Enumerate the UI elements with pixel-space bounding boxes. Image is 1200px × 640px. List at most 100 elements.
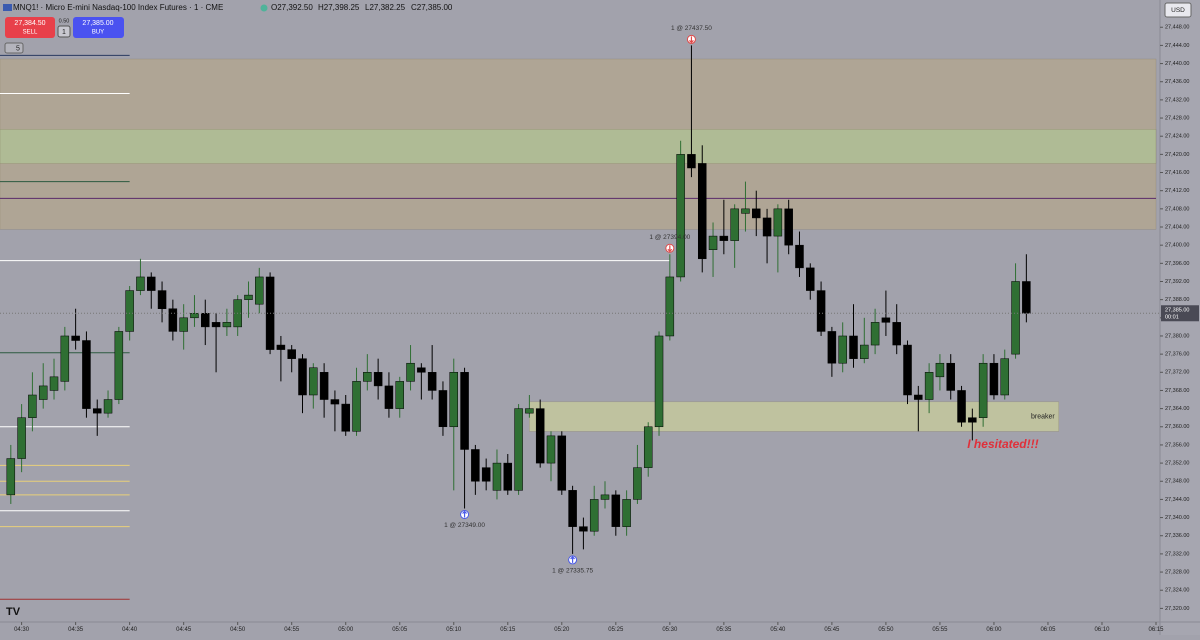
candle-body xyxy=(49,376,59,391)
zone xyxy=(0,129,1157,164)
y-tick-label: 27,432.00 xyxy=(1165,97,1189,103)
candle-body xyxy=(460,372,469,450)
candle-body xyxy=(546,435,556,464)
x-tick-label: 05:45 xyxy=(824,627,840,633)
candle-body xyxy=(924,372,934,400)
candle-body xyxy=(719,235,729,241)
x-tick-label: 05:00 xyxy=(338,627,354,633)
quantity[interactable]: 1 xyxy=(62,29,66,36)
candle-body xyxy=(752,208,761,219)
candle-body xyxy=(157,290,167,309)
sell-button[interactable]: 27,384.50 SELL xyxy=(5,17,55,38)
candle-body xyxy=(125,290,134,332)
y-tick-label: 27,340.00 xyxy=(1165,515,1189,521)
y-tick-label: 27,364.00 xyxy=(1165,406,1189,412)
x-tick-label: 05:30 xyxy=(662,627,678,633)
candle-body xyxy=(741,208,750,214)
candle-body xyxy=(17,417,26,459)
y-tick-label: 27,436.00 xyxy=(1165,79,1189,85)
y-tick-label: 27,332.00 xyxy=(1165,551,1189,557)
x-tick-label: 05:15 xyxy=(500,627,516,633)
candle-body xyxy=(838,335,847,364)
candle-body xyxy=(60,335,70,382)
candle-body xyxy=(71,335,80,341)
x-tick-label: 04:30 xyxy=(14,627,30,633)
candle-body xyxy=(211,322,221,328)
candle-body xyxy=(449,372,459,428)
sell-price[interactable]: 27,384.50 xyxy=(14,20,45,27)
candle-body xyxy=(935,362,945,378)
trade-arrow xyxy=(689,36,694,44)
candle-body xyxy=(114,331,124,400)
candle-body xyxy=(633,467,642,500)
candle-body xyxy=(989,362,999,396)
candle-body xyxy=(179,317,188,332)
buy-bg[interactable] xyxy=(73,17,124,38)
currency-button[interactable] xyxy=(1164,2,1192,18)
quantity-box[interactable] xyxy=(57,25,71,38)
flag-icon xyxy=(3,4,12,11)
sell-bg[interactable] xyxy=(5,17,55,38)
y-tick-label: 27,428.00 xyxy=(1165,115,1189,121)
candle-body xyxy=(697,163,707,260)
candle-body xyxy=(373,372,383,387)
interval-value[interactable]: 5 xyxy=(16,45,20,52)
y-tick-label: 27,356.00 xyxy=(1165,442,1189,448)
y-tick-label: 27,400.00 xyxy=(1165,243,1189,249)
header: MNQ1! · Micro E-mini Nasdaq-100 Index Fu… xyxy=(3,2,1192,618)
candle-body xyxy=(427,372,437,391)
candle-body xyxy=(352,381,361,432)
candle-body xyxy=(276,344,286,350)
candle-body xyxy=(600,494,610,500)
x-tick-label: 04:40 xyxy=(122,627,138,633)
buy-price[interactable]: 27,385.00 xyxy=(82,20,113,27)
candle-body xyxy=(978,362,988,418)
candle-body xyxy=(816,290,826,332)
currency[interactable]: USD xyxy=(1171,7,1185,14)
candle-body xyxy=(309,367,318,396)
y-tick-label: 27,404.00 xyxy=(1165,224,1189,230)
trade-arrow xyxy=(570,556,576,563)
trade-arrow xyxy=(667,245,673,253)
last-price-label: 27,385.00 xyxy=(1165,308,1189,314)
y-tick-label: 27,444.00 xyxy=(1165,43,1189,49)
trade-label: 1 @ 27349.00 xyxy=(444,522,485,529)
candle-body xyxy=(255,276,264,305)
candle-body xyxy=(914,394,923,400)
y-tick-label: 27,424.00 xyxy=(1165,134,1189,140)
logo: TV xyxy=(6,606,21,618)
buy-button[interactable]: 27,385.00 BUY xyxy=(73,17,124,38)
candle-body xyxy=(38,385,48,400)
y-tick-label: 27,420.00 xyxy=(1165,152,1189,158)
candle-body xyxy=(654,335,664,428)
candle-body xyxy=(730,208,739,241)
buy-label[interactable]: BUY xyxy=(92,30,104,36)
x-tick-label: 06:10 xyxy=(1094,627,1110,633)
candle-body xyxy=(1011,281,1020,355)
candle-body xyxy=(6,458,16,496)
candle-body xyxy=(471,449,480,482)
candle-body xyxy=(82,340,91,409)
candle-body xyxy=(201,313,210,328)
candle-body xyxy=(481,467,491,482)
candle-body xyxy=(341,403,350,432)
candle-body xyxy=(870,322,880,346)
x-tick-label: 05:10 xyxy=(446,627,462,633)
candle-body xyxy=(557,435,567,491)
candle-body xyxy=(1000,358,1009,396)
ohlc-open: O27,392.50 xyxy=(271,3,313,12)
candle-body xyxy=(762,217,772,237)
spread: 0.50 xyxy=(59,18,70,24)
candle-body xyxy=(406,362,415,382)
candle-body xyxy=(708,235,718,250)
sell-label[interactable]: SELL xyxy=(23,30,38,36)
x-tick-label: 06:15 xyxy=(1148,627,1164,633)
interval-menu[interactable] xyxy=(4,42,24,54)
y-tick-label: 27,440.00 xyxy=(1165,61,1189,67)
y-tick-label: 27,360.00 xyxy=(1165,424,1189,430)
y-tick-label: 27,328.00 xyxy=(1165,570,1189,576)
candle-body xyxy=(687,154,696,169)
symbol-title: MNQ1! · Micro E-mini Nasdaq-100 Index Fu… xyxy=(13,3,223,12)
x-tick-label: 05:40 xyxy=(770,627,786,633)
